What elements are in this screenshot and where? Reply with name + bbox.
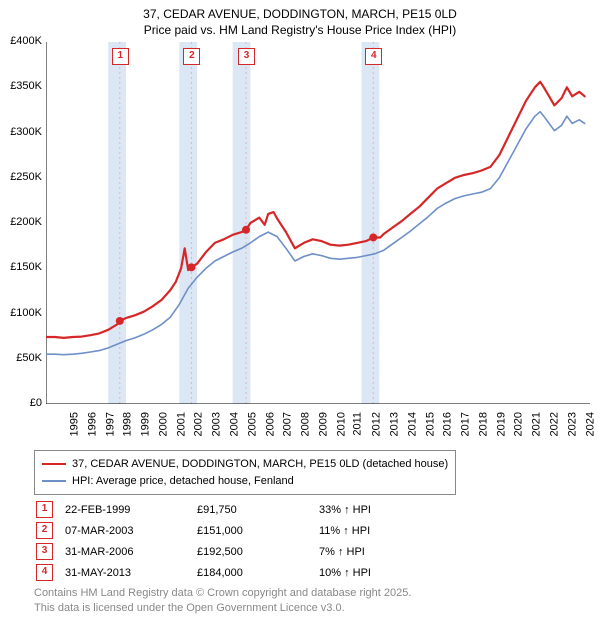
marker-date: 31-MAR-2006: [65, 542, 195, 561]
title-line1: 37, CEDAR AVENUE, DODDINGTON, MARCH, PE1…: [143, 7, 457, 21]
x-tick: 1997: [104, 412, 116, 436]
legend-row: HPI: Average price, detached house, Fenl…: [42, 473, 448, 490]
marker-pct: 33% ↑ HPI: [319, 500, 381, 519]
x-tick: 2009: [317, 412, 329, 436]
x-tick: 2017: [460, 412, 472, 436]
x-tick: 2018: [477, 412, 489, 436]
marker-box: 3: [36, 543, 53, 560]
x-tick: 2024: [584, 412, 596, 436]
marker-pct: 11% ↑ HPI: [319, 521, 381, 540]
x-tick: 2004: [228, 412, 240, 436]
marker-date: 31-MAY-2013: [65, 563, 195, 582]
x-tick: 2020: [513, 412, 525, 436]
marker-box: 2: [36, 522, 53, 539]
legend: 37, CEDAR AVENUE, DODDINGTON, MARCH, PE1…: [34, 450, 456, 495]
legend-swatch: [42, 480, 66, 482]
x-tick: 2016: [442, 412, 454, 436]
x-tick: 2013: [388, 412, 400, 436]
y-tick: £350K: [0, 80, 42, 92]
legend-label: HPI: Average price, detached house, Fenl…: [72, 473, 294, 490]
marker-pct: 10% ↑ HPI: [319, 563, 381, 582]
chart-title: 37, CEDAR AVENUE, DODDINGTON, MARCH, PE1…: [0, 0, 600, 38]
y-tick: £200K: [0, 216, 42, 228]
x-tick: 2021: [531, 412, 543, 436]
x-tick: 2002: [193, 412, 205, 436]
x-tick: 2000: [157, 412, 169, 436]
attrib-line1: Contains HM Land Registry data © Crown c…: [34, 587, 411, 599]
x-tick: 2012: [371, 412, 383, 436]
x-tick: 2010: [335, 412, 347, 436]
x-tick: 1998: [122, 412, 134, 436]
y-tick: £50K: [0, 352, 42, 364]
y-tick: £100K: [0, 307, 42, 319]
marker-date: 22-FEB-1999: [65, 500, 195, 519]
marker-row: 1 22-FEB-1999£91,75033% ↑ HPI: [36, 500, 381, 519]
plot-marker-3: 3: [238, 48, 255, 65]
legend-row: 37, CEDAR AVENUE, DODDINGTON, MARCH, PE1…: [42, 456, 448, 473]
x-tick: 2001: [175, 412, 187, 436]
marker-date: 07-MAR-2003: [65, 521, 195, 540]
plot-marker-1: 1: [112, 48, 129, 65]
marker-table: 1 22-FEB-1999£91,75033% ↑ HPI 2 07-MAR-2003…: [34, 498, 383, 584]
x-tick: 1996: [86, 412, 98, 436]
x-tick: 2015: [424, 412, 436, 436]
marker-row: 4 31-MAY-2013£184,00010% ↑ HPI: [36, 563, 381, 582]
x-tick: 2019: [495, 412, 507, 436]
marker-price: £192,500: [197, 542, 317, 561]
marker-row: 3 31-MAR-2006£192,5007% ↑ HPI: [36, 542, 381, 561]
y-tick: £150K: [0, 261, 42, 273]
marker-price: £151,000: [197, 521, 317, 540]
x-tick: 2007: [282, 412, 294, 436]
x-tick: 2022: [548, 412, 560, 436]
plot-svg: [46, 42, 590, 404]
marker-price: £184,000: [197, 563, 317, 582]
x-tick: 2023: [566, 412, 578, 436]
y-tick: £250K: [0, 171, 42, 183]
y-tick: £0: [0, 397, 42, 409]
attrib-line2: This data is licensed under the Open Gov…: [34, 602, 345, 614]
x-tick: 2008: [300, 412, 312, 436]
x-tick: 1999: [140, 412, 152, 436]
x-tick: 1995: [68, 412, 80, 436]
marker-row: 2 07-MAR-2003£151,00011% ↑ HPI: [36, 521, 381, 540]
legend-label: 37, CEDAR AVENUE, DODDINGTON, MARCH, PE1…: [72, 456, 448, 473]
y-tick: £300K: [0, 126, 42, 138]
x-tick: 2006: [264, 412, 276, 436]
x-tick: 2003: [211, 412, 223, 436]
marker-box: 4: [36, 564, 53, 581]
x-tick: 2005: [246, 412, 258, 436]
marker-price: £91,750: [197, 500, 317, 519]
attribution: Contains HM Land Registry data © Crown c…: [34, 586, 411, 616]
title-line2: Price paid vs. HM Land Registry's House …: [144, 23, 456, 37]
marker-box: 1: [36, 501, 53, 518]
plot-marker-2: 2: [183, 48, 200, 65]
y-tick: £400K: [0, 35, 42, 47]
x-tick: 2011: [352, 412, 364, 436]
x-tick: 2014: [406, 412, 418, 436]
legend-swatch: [42, 463, 66, 465]
plot-marker-4: 4: [365, 48, 382, 65]
marker-pct: 7% ↑ HPI: [319, 542, 381, 561]
plot-area: 1 2 3 4: [46, 42, 590, 404]
